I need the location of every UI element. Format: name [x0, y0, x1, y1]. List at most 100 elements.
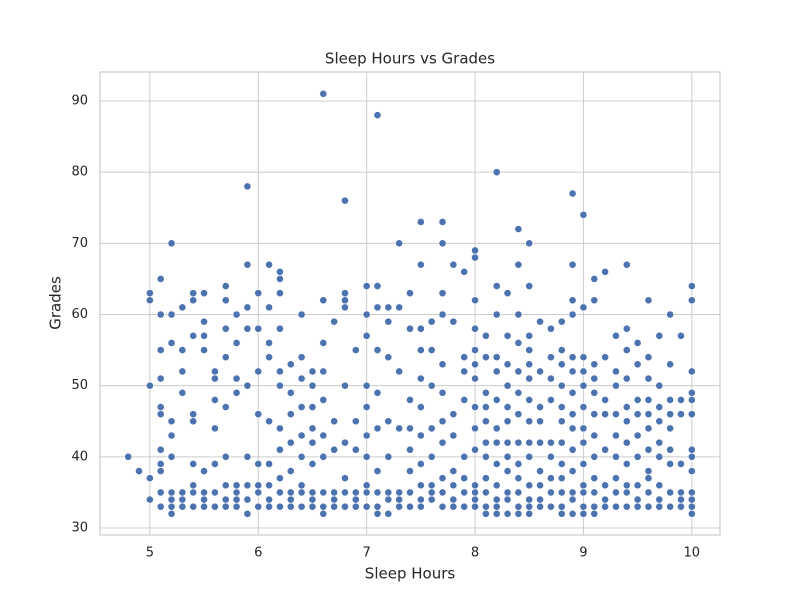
y-tick-label: 30 [71, 521, 88, 536]
point [492, 460, 501, 468]
point [200, 488, 208, 497]
point [221, 296, 230, 305]
point [341, 289, 349, 298]
point [297, 374, 306, 383]
point [373, 509, 382, 518]
point [395, 367, 404, 376]
point [341, 474, 349, 483]
point [471, 253, 479, 262]
point [232, 495, 241, 504]
point [330, 317, 339, 326]
point [590, 410, 599, 419]
y-tick-label: 50 [71, 378, 88, 393]
point [167, 502, 176, 511]
point [351, 488, 360, 497]
point [514, 474, 523, 483]
point [254, 460, 263, 468]
point [666, 488, 675, 497]
point [590, 452, 599, 461]
point [687, 488, 696, 497]
point [308, 495, 317, 504]
point [373, 111, 382, 120]
point [644, 467, 653, 475]
point [601, 410, 610, 419]
point [254, 481, 263, 490]
point [633, 360, 642, 369]
point [644, 488, 653, 497]
point [622, 438, 631, 447]
x-tick-label: 6 [254, 546, 262, 561]
point [210, 502, 219, 511]
point [178, 367, 187, 376]
point [644, 374, 653, 383]
point [481, 438, 490, 447]
point [612, 431, 620, 440]
point [200, 317, 208, 326]
point [481, 474, 490, 483]
point [601, 495, 610, 504]
point [384, 353, 393, 362]
point [449, 317, 458, 326]
point [156, 467, 165, 475]
plot-frame [99, 71, 721, 536]
point [601, 481, 610, 490]
point [232, 502, 241, 511]
point [156, 310, 165, 319]
point [308, 438, 317, 447]
point [427, 488, 436, 497]
x-tick-label: 10 [684, 546, 701, 561]
point [503, 360, 512, 369]
point [200, 289, 208, 298]
point [178, 388, 187, 397]
point [579, 424, 588, 433]
point [416, 218, 425, 226]
point [297, 481, 306, 490]
point [536, 317, 544, 326]
point [416, 431, 425, 440]
point [460, 396, 469, 404]
point [319, 431, 328, 440]
point [557, 474, 566, 483]
point [330, 495, 339, 504]
point [536, 417, 544, 426]
point [514, 339, 523, 347]
point [687, 410, 696, 419]
point [622, 502, 631, 511]
point [687, 282, 696, 290]
point [395, 502, 404, 511]
point [612, 488, 620, 497]
point [308, 488, 317, 497]
point [492, 495, 501, 504]
point [254, 367, 263, 376]
point [666, 410, 675, 419]
point [525, 417, 534, 426]
point [481, 488, 490, 497]
point [579, 488, 588, 497]
point [124, 452, 133, 461]
point [492, 424, 501, 433]
point [167, 509, 176, 518]
point [503, 488, 512, 497]
point [373, 502, 382, 511]
point [232, 488, 241, 497]
point [655, 452, 664, 461]
point [579, 403, 588, 411]
point [438, 239, 447, 248]
point [286, 488, 295, 497]
y-tick-label: 90 [71, 93, 88, 108]
point [503, 438, 512, 447]
point [557, 317, 566, 326]
point [633, 481, 642, 490]
point [189, 460, 198, 468]
point [612, 367, 620, 376]
point [687, 509, 696, 518]
point [622, 260, 631, 269]
point [557, 502, 566, 511]
point [221, 502, 230, 511]
point [666, 460, 675, 468]
point [525, 452, 534, 461]
point [449, 481, 458, 490]
point [189, 289, 198, 298]
point [601, 445, 610, 454]
point [384, 417, 393, 426]
